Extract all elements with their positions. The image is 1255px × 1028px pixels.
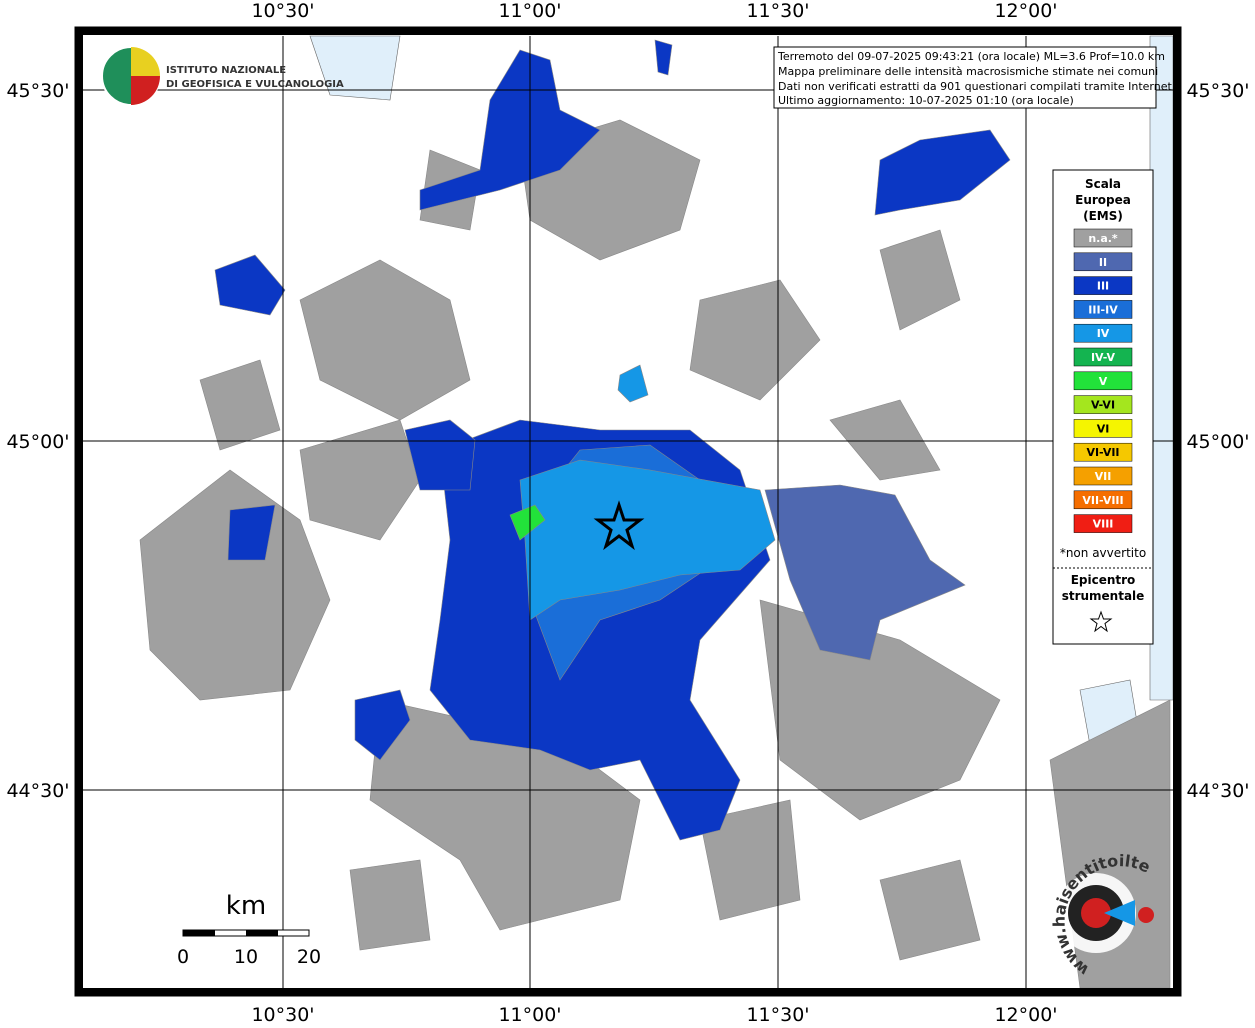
scale-label: 0 [177,946,189,968]
info-line: Mappa preliminare delle intensità macros… [778,65,1158,78]
legend-epicenter: strumentale [1062,589,1145,603]
site-logo-core [1081,898,1111,928]
info-box: Terremoto del 09-07-2025 09:43:21 (ora l… [773,46,1175,109]
region [879,229,961,331]
site-logo-icon [1138,907,1154,923]
legend-swatch [1073,323,1133,343]
lat-label: 45°00' [6,431,69,453]
legend-label: III [1097,280,1109,293]
info-line: Terremoto del 09-07-2025 09:43:21 (ora l… [777,50,1165,63]
legend-swatch [1073,347,1133,367]
logo-segment [131,47,160,76]
legend-title: Scala [1085,177,1121,191]
info-line: Ultimo aggiornamento: 10-07-2025 01:10 (… [778,94,1074,107]
region [509,504,546,541]
legend-label: n.a.* [1088,232,1118,245]
region [829,399,941,481]
lon-label: 10°30' [251,0,314,22]
legend-swatch [1073,300,1133,319]
region [617,364,649,403]
info-line: Dati non verificati estratti da 901 ques… [778,80,1175,93]
region [404,419,476,491]
legend-swatch [1073,395,1133,414]
region [759,599,1001,821]
legend-swatch [1073,466,1133,486]
lat-label: 44°30' [6,780,69,802]
region [354,689,411,761]
lon-label: 11°00' [498,1004,561,1024]
region [879,859,981,961]
legend-swatch [1073,228,1133,248]
region [214,254,286,316]
region [199,359,281,451]
map-frame [75,27,1181,996]
lake [309,35,401,101]
lon-label: 12°00' [994,1004,1057,1024]
legend-label: II [1099,256,1107,269]
legend-note: *non avvertito [1060,546,1146,560]
legend-swatch [1073,514,1133,533]
legend-label: V [1099,375,1108,388]
map-frame-outer [74,26,1182,997]
lat-label: 45°00' [1186,431,1249,453]
legend-label: IV-V [1091,351,1116,364]
epicenter-star [593,500,645,551]
scale-bar-segment [246,930,278,936]
region [874,129,1011,216]
region [689,279,821,401]
legend-epicenter: Epicentro [1071,573,1136,587]
lon-label: 11°30' [746,0,809,22]
legend-label: V-VI [1091,399,1115,412]
region [227,504,276,561]
legend-swatch [1073,371,1133,391]
legend-label: VII-VIII [1082,494,1123,507]
site-logo-wave [1104,900,1135,926]
ingv-logo: ISTITUTO NAZIONALE DI GEOFISICA E VULCAN… [101,46,344,106]
scale-unit: km [226,891,266,921]
legend-title: (EMS) [1083,209,1123,223]
logo-text: DI GEOFISICA E VULCANOLOGIA [166,79,344,90]
lon-label: 11°30' [746,1004,809,1024]
scale-bar-segment [183,930,215,936]
region [349,859,431,951]
lon-label: 11°00' [498,0,561,22]
legend-swatch [1073,442,1133,462]
legend-swatch [1073,419,1133,438]
region [764,484,966,661]
lon-label: 12°00' [994,0,1057,22]
lat-label: 45°30' [1186,80,1249,102]
lat-label: 45°30' [6,80,69,102]
legend-swatch [1073,252,1133,272]
region [519,459,776,621]
graticule [83,36,1173,988]
axis-labels: 10°30' 10°30' 11°00' 11°00' 11°30' 11°30' 12°0… [6,0,1249,1026]
region [299,259,471,421]
legend-label: VII [1095,470,1112,483]
legend: Scala Europea (EMS) *non avvertito Epice… [1052,169,1154,645]
region [699,799,801,921]
scale-bar: km 0 10 20 [177,891,321,968]
scale-label: 10 [234,946,258,968]
lat-label: 44°30' [1186,780,1249,802]
legend-label: VI [1097,422,1110,435]
legend-swatch [1073,490,1133,510]
legend-label: VI-VII [1086,446,1119,459]
info-background [773,46,1157,109]
legend-label: IV [1097,327,1110,340]
legend-swatch [1073,276,1133,295]
logo-text: ISTITUTO NAZIONALE [166,65,286,76]
region [299,419,421,541]
legend-star [1089,610,1113,633]
scale-label: 20 [297,946,321,968]
legend-label: VIII [1093,518,1114,531]
logo-segment [131,76,160,105]
legend-label: III-IV [1088,303,1118,316]
region [654,39,673,76]
lon-label: 10°30' [251,1004,314,1024]
legend-title: Europea [1075,193,1131,207]
